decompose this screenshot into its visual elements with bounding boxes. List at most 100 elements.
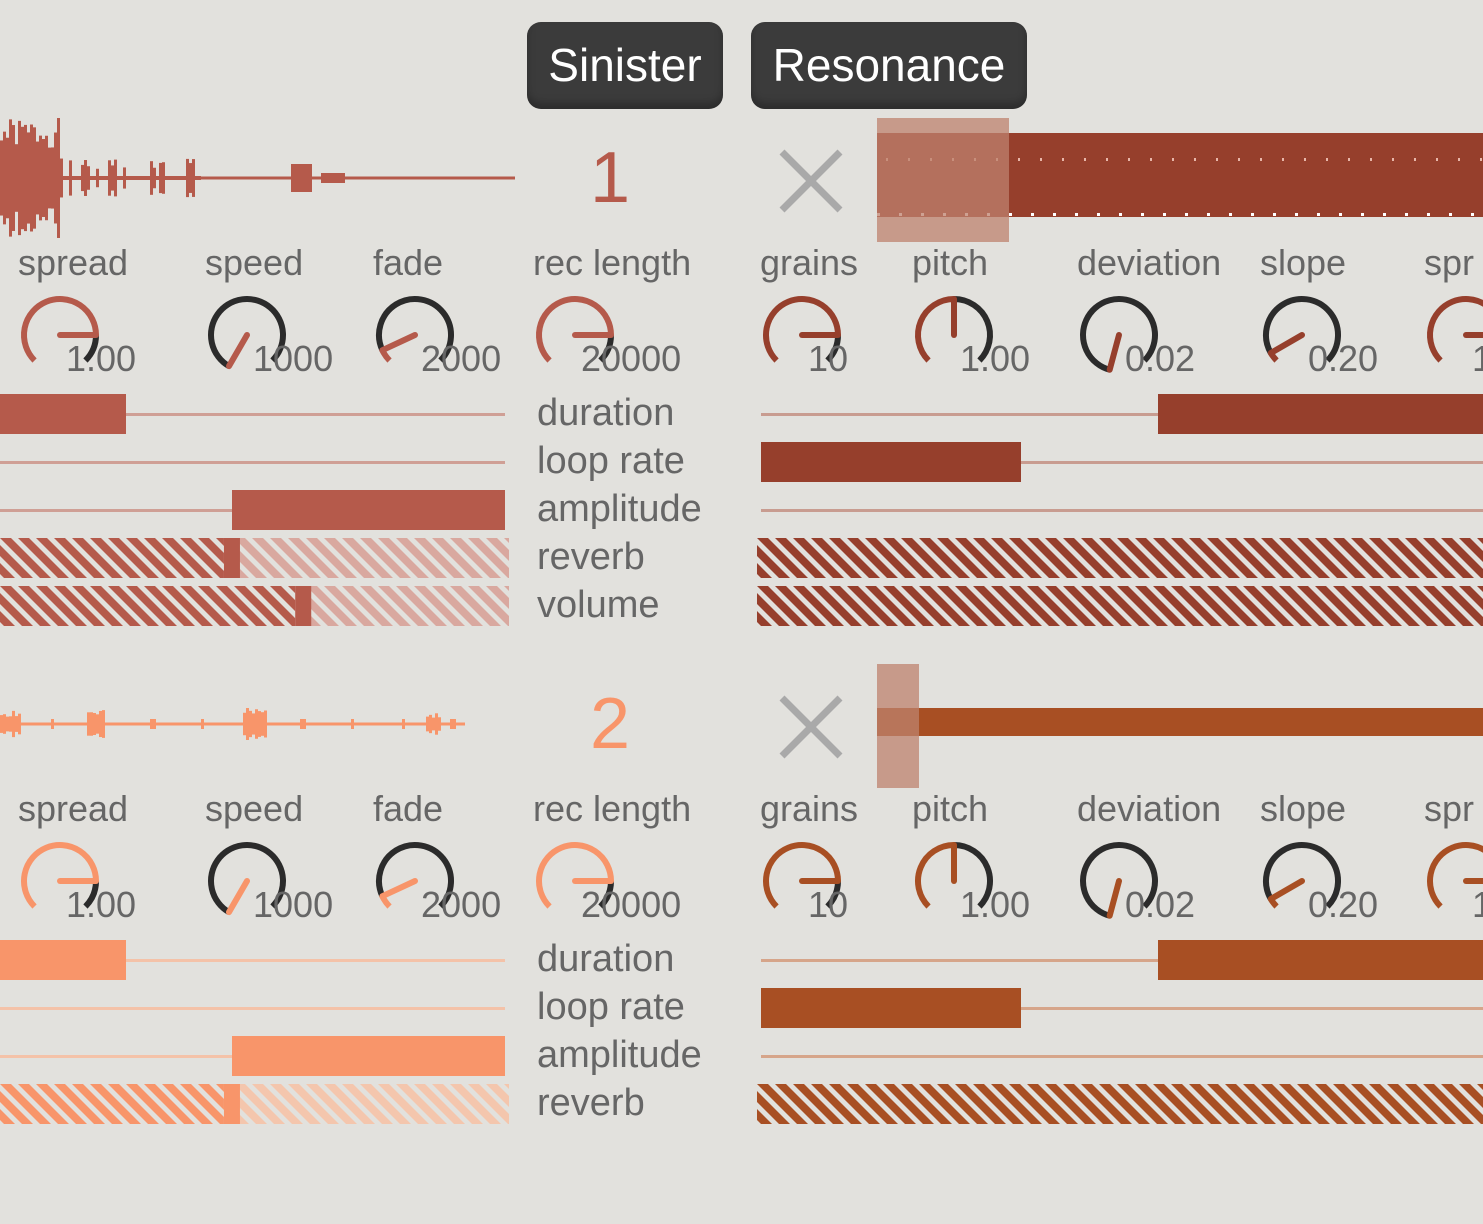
slider-fill <box>761 988 1021 1028</box>
knob-slope[interactable] <box>1257 836 1347 926</box>
volume-slider-left[interactable] <box>0 586 509 626</box>
track-2: 2 spread 1.00 speed 1000 fade 2000 rec length 20… <box>0 664 1483 1224</box>
knob-label: spread <box>18 242 129 283</box>
slider-track <box>761 1055 1483 1058</box>
knob-pitch[interactable] <box>909 290 999 380</box>
amplitude-slider-left[interactable] <box>0 490 505 530</box>
knob-value: 0.20 <box>1308 884 1379 925</box>
knob-fade[interactable] <box>370 836 460 926</box>
knob-spr[interactable] <box>1421 836 1483 926</box>
waveform-display[interactable] <box>0 664 465 784</box>
slider-track <box>761 959 1483 962</box>
loop-rate-slider-right[interactable] <box>761 442 1483 482</box>
knob-label: fade <box>373 242 444 283</box>
knob-spread[interactable] <box>15 836 105 926</box>
knob-value: 20000 <box>581 884 682 925</box>
slider-track <box>0 413 505 416</box>
knob-label: deviation <box>1077 788 1222 829</box>
knob-speed[interactable] <box>202 290 292 380</box>
track-1: 1 spread 1.00 speed 1000 fade 2000 rec length 20… <box>0 118 1483 678</box>
knob-rec-length[interactable] <box>530 290 620 380</box>
knob-label: spr <box>1424 788 1475 829</box>
slider-fill <box>0 940 127 980</box>
slider-fill <box>232 1036 505 1076</box>
slider-label: reverb <box>537 536 645 578</box>
playhead-region[interactable] <box>877 118 1009 242</box>
reverb-slider-right[interactable] <box>757 538 1483 578</box>
knob-value: 1 <box>1472 884 1483 925</box>
knob-speed[interactable] <box>202 836 292 926</box>
knob-label: slope <box>1260 788 1347 829</box>
knob-value: 0.20 <box>1308 338 1379 379</box>
knob-label: fade <box>373 788 444 829</box>
knob-spr[interactable] <box>1421 290 1483 380</box>
knob-deviation[interactable] <box>1074 836 1164 926</box>
knob-label: grains <box>760 788 859 829</box>
knob-label: rec length <box>533 788 692 829</box>
amplitude-slider-right[interactable] <box>761 1036 1483 1076</box>
duration-slider-right[interactable] <box>761 940 1483 980</box>
slider-track <box>761 461 1483 464</box>
preset-resonance-button[interactable]: Resonance <box>751 22 1027 109</box>
grain-display[interactable] <box>877 118 1483 242</box>
knob-rec-length[interactable] <box>530 836 620 926</box>
loop-rate-slider-right[interactable] <box>761 988 1483 1028</box>
duration-slider-right[interactable] <box>761 394 1483 434</box>
slider-label: duration <box>537 392 675 434</box>
knob-label: pitch <box>912 242 989 283</box>
slider-fill <box>761 442 1021 482</box>
knob-value: 1.00 <box>960 338 1031 379</box>
waveform-display[interactable] <box>0 118 515 238</box>
loop-rate-slider-left[interactable] <box>0 988 505 1028</box>
knob-grains[interactable] <box>757 836 847 926</box>
slider-label: reverb <box>537 1082 645 1124</box>
preset-sinister-button[interactable]: Sinister <box>527 22 723 109</box>
knob-value: 1.00 <box>66 338 137 379</box>
close-icon[interactable] <box>776 692 846 762</box>
volume-slider-right[interactable] <box>757 586 1483 626</box>
grain-display[interactable] <box>877 664 1483 788</box>
slider-fill <box>0 394 127 434</box>
knob-label: rec length <box>533 242 692 283</box>
knob-spread[interactable] <box>15 290 105 380</box>
grain-markers-top <box>877 158 1483 161</box>
duration-slider-left[interactable] <box>0 940 505 980</box>
duration-slider-left[interactable] <box>0 394 505 434</box>
knob-grains[interactable] <box>757 290 847 380</box>
slider-label: duration <box>537 938 675 980</box>
knob-slope[interactable] <box>1257 290 1347 380</box>
grain-markers <box>877 213 1483 216</box>
amplitude-slider-right[interactable] <box>761 490 1483 530</box>
slider-track <box>0 1007 505 1010</box>
knob-label: speed <box>205 242 304 283</box>
slider-fill <box>1158 940 1483 980</box>
slider-label: amplitude <box>537 488 702 530</box>
slider-track <box>761 509 1483 512</box>
knob-label: speed <box>205 788 304 829</box>
knob-value: 1.00 <box>66 884 137 925</box>
knob-deviation[interactable] <box>1074 290 1164 380</box>
knob-value: 2000 <box>421 338 502 379</box>
playhead-region[interactable] <box>877 664 919 788</box>
track-number: 2 <box>589 684 631 764</box>
knob-fade[interactable] <box>370 290 460 380</box>
close-icon[interactable] <box>776 146 846 216</box>
slider-label: loop rate <box>537 986 685 1028</box>
knob-label: slope <box>1260 242 1347 283</box>
knob-label: deviation <box>1077 242 1222 283</box>
knob-value: 0.02 <box>1125 338 1196 379</box>
slider-label: loop rate <box>537 440 685 482</box>
loop-rate-slider-left[interactable] <box>0 442 505 482</box>
slider-fill <box>1158 394 1483 434</box>
knob-value: 1 <box>1472 338 1483 379</box>
reverb-slider-left[interactable] <box>0 538 509 578</box>
slider-track <box>0 959 505 962</box>
knob-value: 2000 <box>421 884 502 925</box>
knob-value: 0.02 <box>1125 884 1196 925</box>
reverb-slider-right[interactable] <box>757 1084 1483 1124</box>
knob-label: spr <box>1424 242 1475 283</box>
reverb-slider-left[interactable] <box>0 1084 509 1124</box>
knob-pitch[interactable] <box>909 836 999 926</box>
track-number: 1 <box>589 138 631 218</box>
amplitude-slider-left[interactable] <box>0 1036 505 1076</box>
